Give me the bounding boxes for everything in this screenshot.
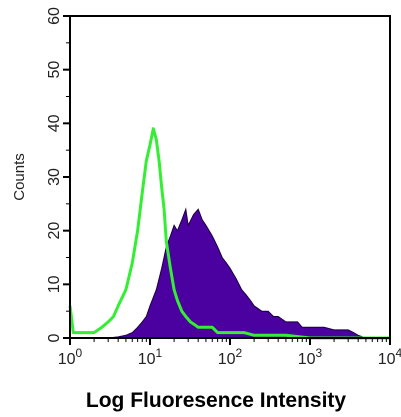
- y-tick-label: 40: [46, 114, 63, 132]
- series-1-histogram-outline: [68, 127, 390, 340]
- y-tick-label: 10: [46, 275, 63, 293]
- series-0-histogram-fill: [70, 207, 390, 339]
- y-tick-label: 50: [46, 61, 63, 79]
- y-tick-label: 60: [46, 7, 63, 25]
- x-tick-label: 104: [378, 346, 401, 368]
- y-tick-label: 30: [46, 168, 63, 186]
- x-tick-label: 102: [218, 346, 243, 368]
- series-layer: [68, 127, 390, 340]
- y-axis-ticks: 0 10 20 30 40 50 60: [46, 7, 70, 342]
- x-axis-ticks: 100 101 102 103 104: [58, 338, 401, 368]
- x-tick-label: 100: [58, 346, 83, 368]
- y-tick-label: 20: [46, 222, 63, 240]
- x-tick-label: 103: [298, 346, 323, 368]
- x-tick-label: 101: [138, 346, 163, 368]
- y-tick-label: 0: [46, 333, 63, 342]
- x-axis-label: Log Fluoresence Intensity: [86, 389, 347, 412]
- y-axis-label: Counts: [11, 153, 28, 201]
